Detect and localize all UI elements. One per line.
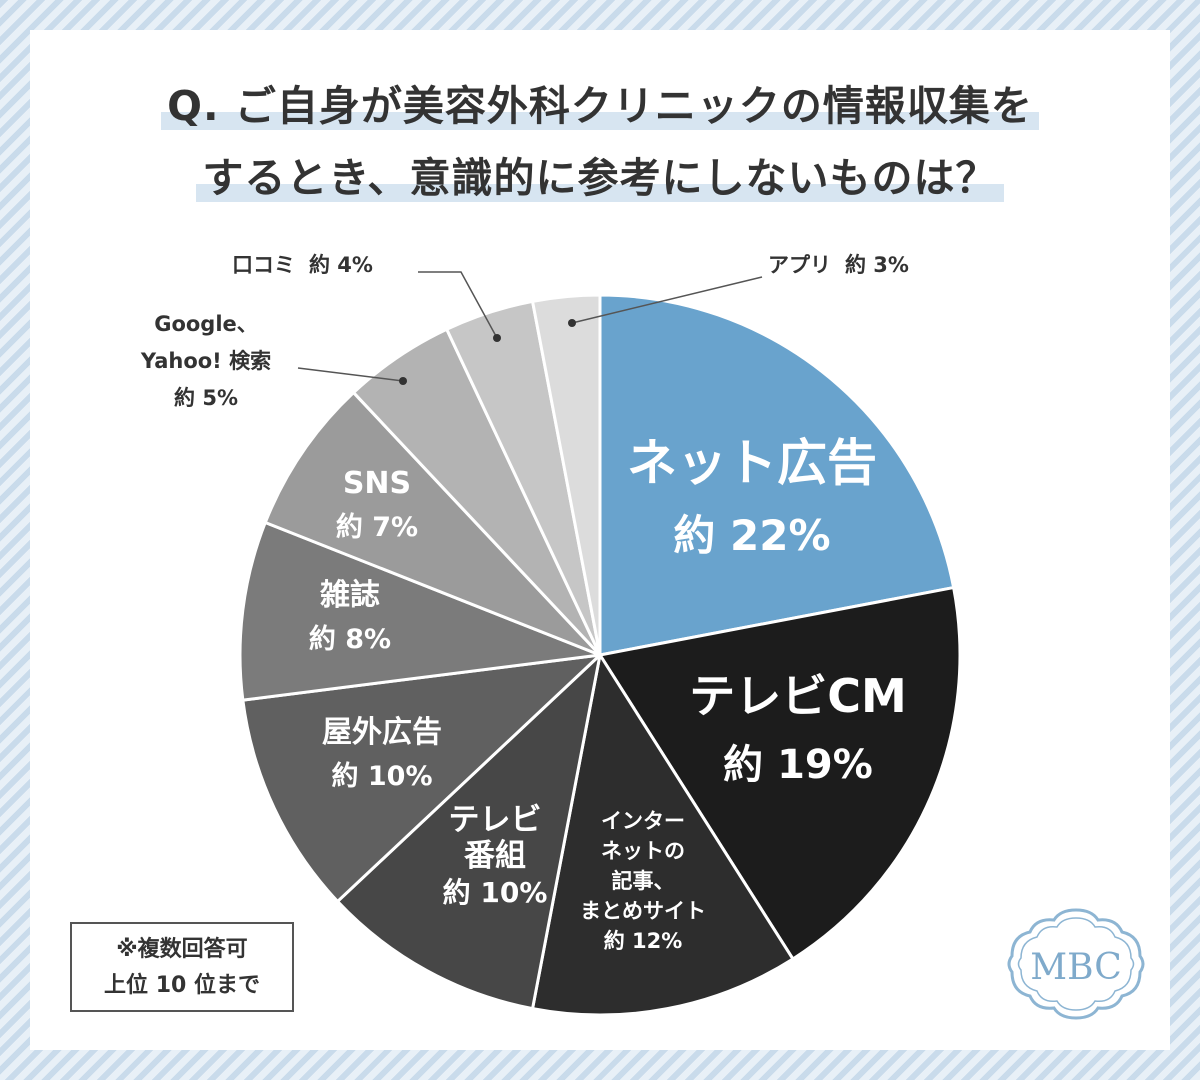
leader-lines	[297, 271, 763, 385]
slice-value-3: 約 12%	[604, 929, 683, 953]
slice-label-2-line-1: テレビCM	[689, 669, 907, 723]
slice-label-8-line-2: Yahoo! 検索	[140, 349, 271, 373]
slice-label-1-line-1: ネット広告	[627, 434, 877, 492]
leader-dot-9	[493, 334, 501, 342]
slice-value-7: 約 7%	[336, 511, 418, 543]
mbc-logo: MBC	[1007, 908, 1145, 1020]
slice-label-5-line-1: 屋外広告	[322, 715, 442, 750]
leader-dot-8	[399, 377, 407, 385]
leader-line-9	[418, 271, 498, 339]
leader-dot-10	[568, 319, 576, 327]
slice-label-4-line-2: 番組	[464, 838, 526, 874]
footnote-line-1: ※複数回答可	[116, 937, 248, 962]
slice-value-5: 約 10%	[331, 760, 432, 792]
slice-label-3-line-1: インター	[601, 809, 685, 833]
slice-value-6: 約 8%	[309, 623, 391, 655]
footnote-box: ※複数回答可 上位 10 位まで	[70, 922, 294, 1012]
slice-value-10: 約 3%	[845, 253, 909, 277]
pie-slice-5	[241, 653, 602, 903]
pie-slice-3	[531, 653, 795, 1017]
logo-frame-inner	[1017, 917, 1135, 1011]
pie-slice-1	[598, 293, 956, 657]
slice-value-2: 約 19%	[723, 742, 873, 788]
slice-label-9: 口コミ	[232, 253, 295, 277]
leader-line-10	[571, 276, 763, 324]
slice-label-10: アプリ	[768, 253, 831, 277]
slice-value-4: 約 10%	[443, 876, 548, 909]
slice-label-3-line-4: まとめサイト	[580, 899, 706, 923]
slice-value-9: 約 4%	[309, 253, 373, 277]
chart-title: Q. ご自身が美容外科クリニックの情報収集を するとき、意識的に参考にしないもの…	[0, 70, 1200, 214]
slice-label-7-line-1: SNS	[343, 466, 411, 501]
pie-slice-4	[336, 653, 602, 1011]
pie-slice-2	[598, 586, 962, 961]
logo-frame-outer	[1007, 908, 1145, 1020]
slice-label-3-line-3: 記事、	[612, 869, 675, 893]
logo-text: MBC	[1030, 947, 1122, 988]
pie-slice-7	[263, 391, 602, 657]
title-line-2: するとき、意識的に参考にしないものは？	[196, 154, 1004, 202]
title-line-1: Q. ご自身が美容外科クリニックの情報収集を	[161, 82, 1039, 130]
slice-label-3-line-2: ネットの	[601, 839, 685, 863]
leader-line-8	[297, 367, 404, 382]
footnote-line-2: 上位 10 位まで	[104, 973, 260, 998]
slice-label-6-line-1: 雑誌	[319, 578, 380, 613]
pie-slice-6	[238, 520, 602, 702]
slice-value-8: 約 5%	[174, 386, 238, 410]
slice-label-8-line-1: Google、	[154, 312, 258, 336]
slice-value-1: 約 22%	[673, 511, 830, 560]
pie-slice-10	[531, 293, 602, 657]
slice-label-4-line-1: テレビ	[449, 802, 542, 838]
pie-slices	[238, 293, 962, 1017]
